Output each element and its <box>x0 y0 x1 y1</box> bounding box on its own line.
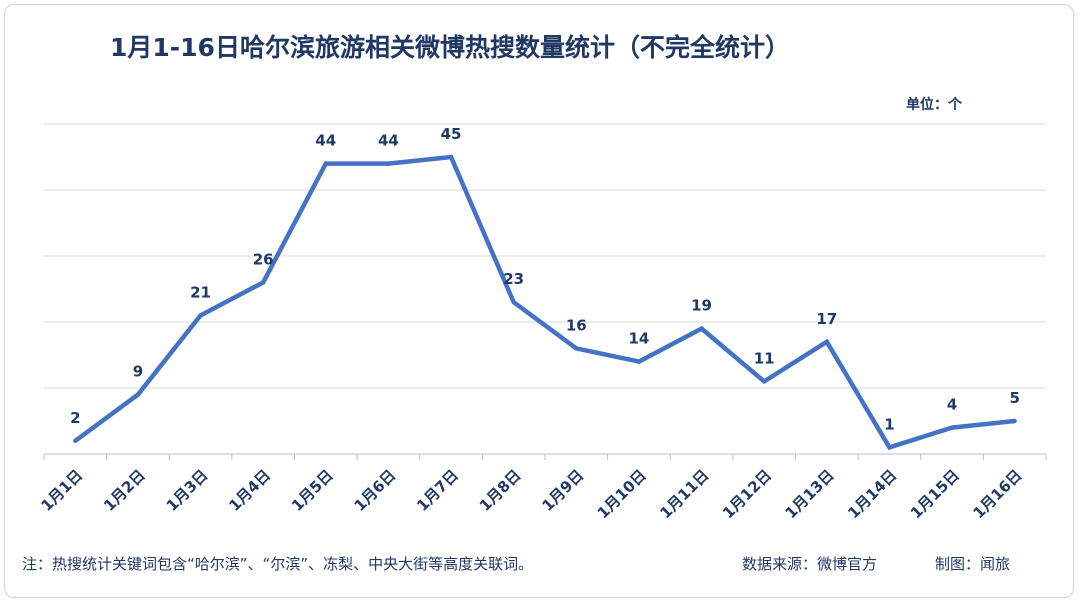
chart-frame <box>4 4 1074 598</box>
x-axis <box>43 453 1047 460</box>
data-point <box>1012 418 1017 424</box>
x-tick-label: 1月6日 <box>351 466 400 515</box>
data-point <box>824 339 830 344</box>
x-tick-label: 1月15日 <box>907 466 963 522</box>
data-point <box>73 438 78 443</box>
x-tick-label: 1月10日 <box>594 466 650 522</box>
data-point <box>574 346 579 351</box>
x-tick-label: 1月8日 <box>476 466 525 515</box>
x-tick-label: 1月4日 <box>225 466 274 515</box>
x-tick-label: 1月9日 <box>538 466 587 515</box>
data-point <box>323 161 329 166</box>
x-tick-label: 1月12日 <box>719 466 775 522</box>
x-tick-label: 1月13日 <box>782 466 838 522</box>
data-label: 11 <box>754 349 775 367</box>
data-source: 数据来源：微博官方 <box>742 555 878 573</box>
data-label: 17 <box>816 310 837 328</box>
data-point <box>260 280 266 285</box>
data-label: 5 <box>1009 389 1019 407</box>
data-label: 1 <box>884 415 894 433</box>
data-label: 26 <box>253 250 274 268</box>
x-tick-labels: 1月1日 1月2日 1月3日 1月4日 1月5日 1月6日 1月7日 1月8日 1月9日 1月10… <box>37 466 1025 522</box>
gridlines <box>44 123 1046 389</box>
chart-credit: 制图：闻旅 <box>935 555 1011 573</box>
data-point <box>636 359 642 364</box>
data-label: 14 <box>629 330 650 348</box>
data-point <box>386 161 391 166</box>
data-point <box>448 154 454 160</box>
data-label: 44 <box>378 132 399 150</box>
unit-label: 单位：个 <box>906 97 962 113</box>
data-label: 45 <box>441 125 462 143</box>
chart-title: 1月1-16日哈尔滨旅游相关微博热搜数量统计（不完全统计） <box>110 33 790 62</box>
x-tick-label: 1月1日 <box>37 466 86 515</box>
data-point <box>887 445 892 450</box>
data-point <box>761 379 767 384</box>
data-label: 4 <box>947 396 957 414</box>
x-tick-label: 1月14日 <box>844 466 900 522</box>
data-label: 2 <box>70 409 80 427</box>
data-point <box>135 392 141 397</box>
x-tick-label: 1月2日 <box>100 466 149 515</box>
data-point <box>198 313 203 318</box>
x-tick-label: 1月16日 <box>969 466 1025 522</box>
data-label: 16 <box>566 316 587 334</box>
data-label: 44 <box>315 132 336 150</box>
x-tick-label: 1月3日 <box>163 466 212 515</box>
data-point <box>511 300 516 305</box>
data-point <box>699 326 704 331</box>
data-label: 21 <box>190 283 211 301</box>
data-label: 19 <box>691 297 712 315</box>
x-tick-label: 1月7日 <box>413 466 462 515</box>
series-group <box>73 154 1017 451</box>
data-point <box>949 425 955 430</box>
data-label: 23 <box>503 270 524 288</box>
x-tick-label: 1月11日 <box>656 466 712 522</box>
data-label: 9 <box>133 363 143 381</box>
x-tick-label: 1月5日 <box>288 466 337 515</box>
series-line <box>73 154 1015 451</box>
footnote: 注：热搜统计关键词包含“哈尔滨”、“尔滨”、冻梨、中央大街等高度关联词。 <box>22 555 534 573</box>
